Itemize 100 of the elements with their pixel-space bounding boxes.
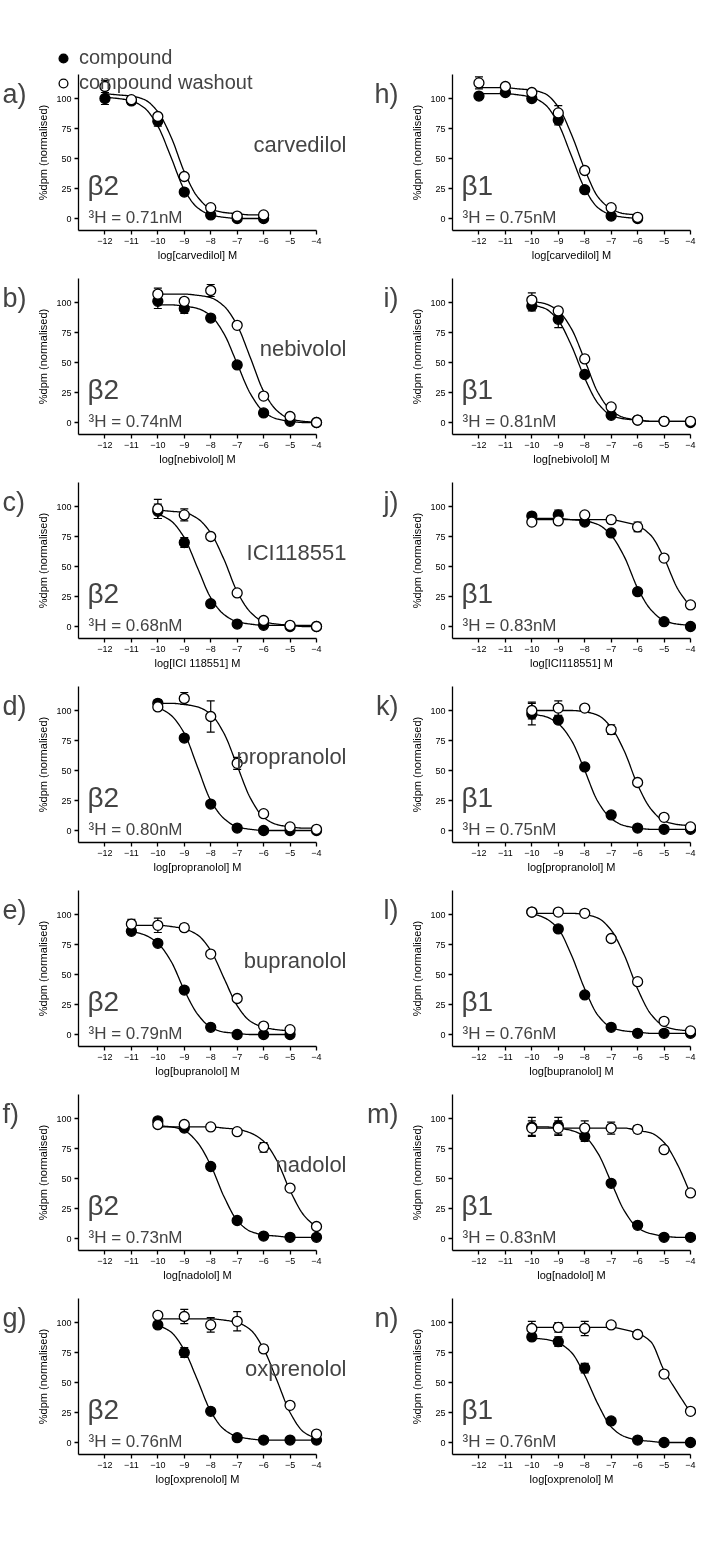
x-tick-label: −12 — [97, 643, 113, 654]
x-tick-label: −7 — [606, 439, 617, 450]
x-tick-label: −11 — [498, 847, 513, 858]
y-tick-label: 75 — [435, 939, 446, 950]
x-axis-title: log[oxprenolol] M — [155, 1472, 240, 1485]
y-tick-label: 50 — [61, 1377, 72, 1388]
y-tick-label: 75 — [61, 1347, 72, 1358]
y-axis-title: %dpm (normalised) — [411, 308, 424, 405]
x-tick-label: −12 — [97, 1459, 113, 1470]
y-axis-title: %dpm (normalised) — [411, 1328, 424, 1425]
chart-title: j) — [382, 486, 399, 517]
x-tick-label: −8 — [579, 1051, 590, 1062]
x-tick-label: −12 — [471, 439, 487, 450]
y-tick-label: 50 — [61, 969, 72, 980]
x-tick-label: −9 — [553, 643, 564, 654]
x-tick-label: −5 — [284, 1255, 296, 1266]
x-tick-label: −11 — [124, 1459, 139, 1470]
annotation: β2 — [87, 373, 120, 405]
x-tick-label: −10 — [150, 1459, 166, 1470]
x-tick-label: −10 — [524, 439, 540, 450]
chart-title: i) — [383, 282, 399, 313]
chart-title: e) — [2, 894, 27, 925]
y-tick-label: 75 — [435, 735, 446, 746]
y-tick-label: 75 — [435, 531, 446, 542]
y-tick-label: 100 — [430, 1317, 446, 1328]
x-tick-label: −12 — [471, 235, 487, 246]
annotation: ³H = 0.83nM — [462, 1227, 557, 1247]
y-tick-label: 100 — [430, 297, 446, 308]
x-tick-label: −9 — [553, 847, 564, 858]
x-tick-label: −11 — [124, 439, 139, 450]
y-tick-label: 25 — [435, 1407, 446, 1418]
y-tick-label: 75 — [435, 123, 446, 134]
x-tick-label: −9 — [179, 1255, 190, 1266]
x-tick-label: −11 — [498, 1459, 513, 1470]
annotation: β2 — [87, 1393, 120, 1425]
x-tick-label: −8 — [205, 439, 216, 450]
x-tick-label: −4 — [685, 1459, 696, 1470]
y-tick-label: 100 — [430, 501, 446, 512]
x-tick-label: −8 — [579, 439, 590, 450]
y-tick-label: 0 — [440, 825, 446, 836]
chart-title: h) — [374, 78, 399, 109]
y-tick-label: 0 — [66, 213, 72, 224]
chart-title: k) — [376, 690, 399, 721]
x-tick-label: −5 — [658, 439, 670, 450]
x-tick-label: −10 — [150, 1255, 166, 1266]
y-tick-label: 100 — [56, 705, 72, 716]
y-tick-label: 50 — [61, 153, 72, 164]
x-tick-label: −7 — [606, 1459, 617, 1470]
x-tick-label: −7 — [232, 1051, 243, 1062]
y-tick-label: 25 — [435, 999, 446, 1010]
y-tick-label: 0 — [440, 213, 446, 224]
x-tick-label: −5 — [284, 847, 296, 858]
y-axis-title: %dpm (normalised) — [37, 1124, 50, 1221]
x-tick-label: −4 — [311, 643, 322, 654]
x-tick-label: −5 — [658, 643, 670, 654]
x-axis-title: log[bupranolol] M — [529, 1064, 614, 1077]
x-tick-label: −11 — [124, 847, 139, 858]
x-tick-label: −10 — [150, 847, 166, 858]
y-tick-label: 75 — [61, 327, 72, 338]
x-tick-label: −4 — [311, 235, 322, 246]
x-tick-label: −11 — [124, 643, 139, 654]
y-tick-label: 0 — [66, 1437, 72, 1448]
annotation: β1 — [461, 577, 494, 609]
x-tick-label: −8 — [579, 235, 590, 246]
y-tick-label: 0 — [66, 1029, 72, 1040]
x-tick-label: −6 — [632, 1459, 643, 1470]
x-tick-label: −10 — [524, 1255, 540, 1266]
annotation: β2 — [87, 169, 120, 201]
y-tick-label: 25 — [435, 387, 446, 398]
chart-title: g) — [2, 1302, 27, 1333]
chart-title: m) — [367, 1098, 399, 1129]
x-tick-label: −9 — [179, 1459, 190, 1470]
y-tick-label: 75 — [435, 327, 446, 338]
chart-title: a) — [2, 78, 27, 109]
x-tick-label: −12 — [471, 643, 487, 654]
y-axis-title: %dpm (normalised) — [411, 104, 424, 201]
annotation: β1 — [461, 1189, 494, 1221]
x-tick-label: −12 — [97, 1255, 113, 1266]
y-tick-label: 0 — [66, 825, 72, 836]
x-tick-label: −4 — [685, 1255, 696, 1266]
x-tick-label: −5 — [658, 1255, 670, 1266]
y-tick-label: 75 — [61, 735, 72, 746]
x-tick-label: −5 — [284, 439, 296, 450]
annotation: nebivolol — [259, 335, 347, 361]
y-axis-title: %dpm (normalised) — [411, 1124, 424, 1221]
x-tick-label: −12 — [471, 1255, 487, 1266]
y-tick-label: 100 — [430, 1113, 446, 1124]
x-tick-label: −9 — [553, 439, 564, 450]
x-tick-label: −10 — [150, 235, 166, 246]
y-tick-label: 50 — [61, 357, 72, 368]
x-tick-label: −4 — [311, 847, 322, 858]
y-tick-label: 100 — [56, 501, 72, 512]
x-tick-label: −11 — [498, 1255, 513, 1266]
x-tick-label: −6 — [258, 439, 269, 450]
chart-title: d) — [2, 690, 27, 721]
y-tick-label: 50 — [435, 1173, 446, 1184]
y-tick-label: 75 — [435, 1143, 446, 1154]
annotation: ³H = 0.76nM — [88, 1431, 183, 1451]
y-tick-label: 25 — [435, 183, 446, 194]
annotation: β1 — [461, 985, 494, 1017]
